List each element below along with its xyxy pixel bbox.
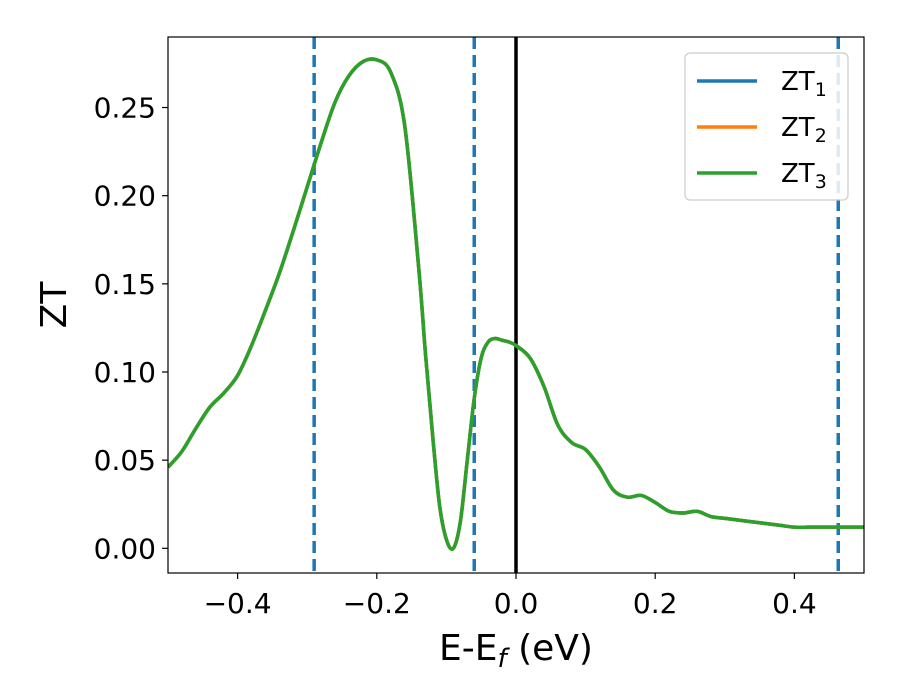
x-tick-label: 0.0 <box>494 587 539 620</box>
y-tick-label: 0.25 <box>94 92 156 125</box>
x-tick-label: −0.2 <box>343 587 411 620</box>
x-label-main: E-E <box>439 628 497 669</box>
x-axis: −0.4 −0.2 0.0 0.2 0.4 <box>204 573 817 620</box>
legend-entry-base: ZT <box>781 113 815 143</box>
legend-entry: ZT3 <box>781 159 827 193</box>
y-tick-label: 0.10 <box>94 356 156 389</box>
y-tick-label: 0.15 <box>94 268 156 301</box>
legend-entry: ZT1 <box>781 67 827 101</box>
y-axis-label: ZT <box>34 281 75 329</box>
series-line-3 <box>168 57 864 551</box>
x-tick-label: 0.2 <box>633 587 678 620</box>
legend-entry-sub: 3 <box>815 171 827 193</box>
legend-entry-base: ZT <box>781 67 815 97</box>
y-tick-label: 0.00 <box>94 532 156 565</box>
reference-lines <box>312 37 840 573</box>
legend-entry-base: ZT <box>781 159 815 189</box>
x-tick-label: −0.4 <box>204 587 272 620</box>
y-axis: 0.00 0.05 0.10 0.15 0.20 0.25 <box>94 92 168 565</box>
x-axis-label: E-Ef (eV) <box>439 628 593 674</box>
legend-box <box>684 52 849 201</box>
x-label-unit: (eV) <box>507 628 593 669</box>
x-tick-label: 0.4 <box>772 587 817 620</box>
legend-entry-sub: 2 <box>815 125 827 147</box>
legend-entry-sub: 1 <box>815 79 827 101</box>
series-layer <box>168 57 864 551</box>
y-tick-label: 0.20 <box>94 180 156 213</box>
y-tick-label: 0.05 <box>94 444 156 477</box>
legend-entry: ZT2 <box>781 113 827 147</box>
